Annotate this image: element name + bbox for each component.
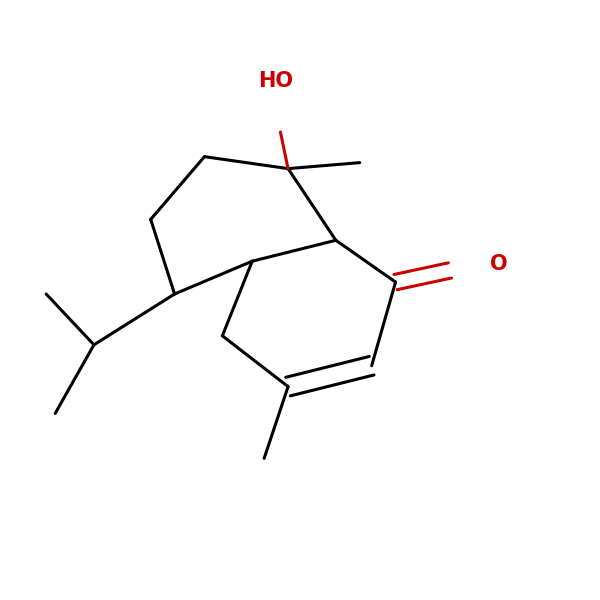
Text: HO: HO [259,71,293,91]
Text: O: O [490,254,508,274]
